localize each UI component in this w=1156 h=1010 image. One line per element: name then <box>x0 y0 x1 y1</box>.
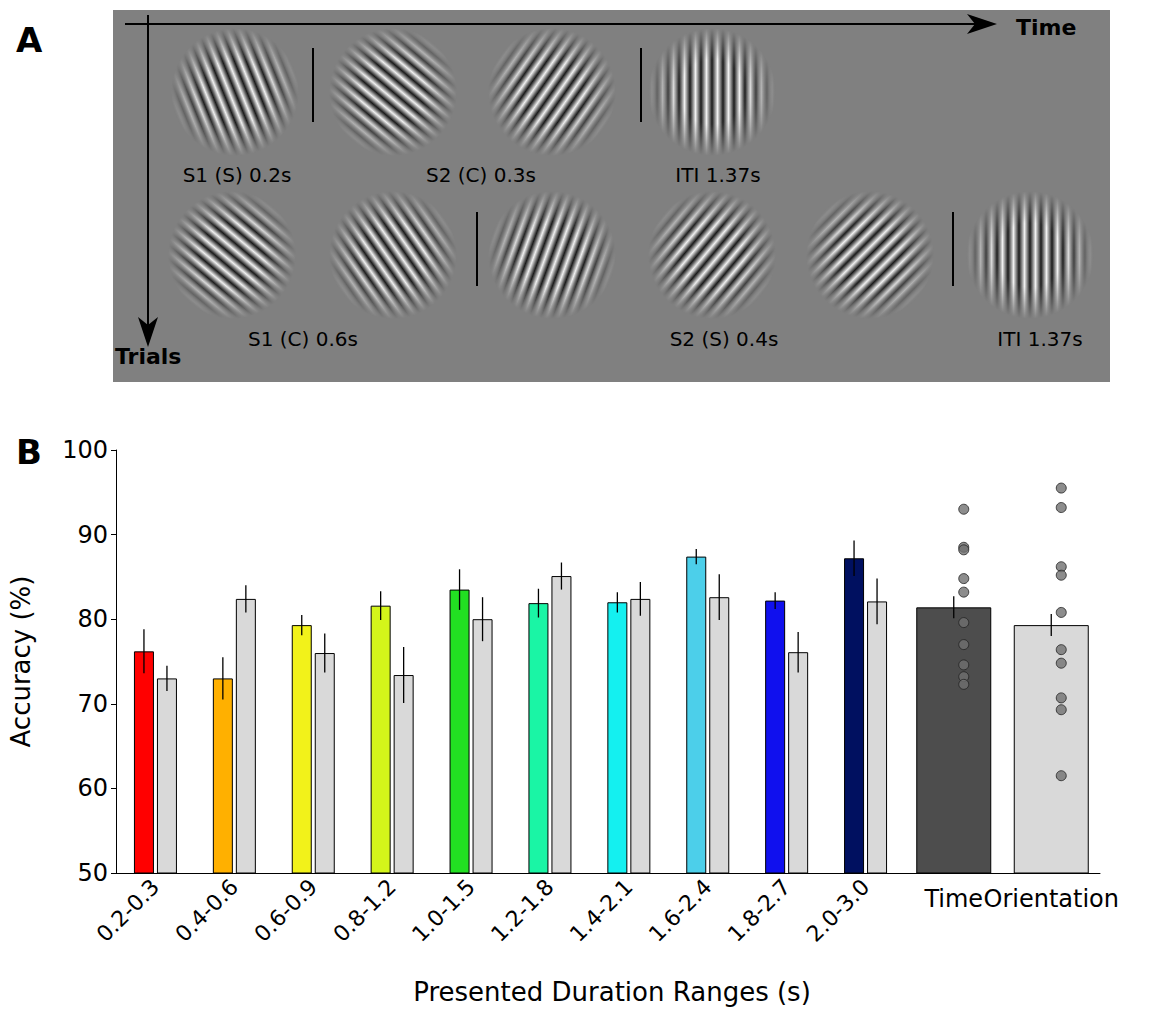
svg-text:1.6-2.4: 1.6-2.4 <box>644 874 717 947</box>
svg-text:0.6-0.9: 0.6-0.9 <box>249 874 322 947</box>
svg-text:ITI 1.37s: ITI 1.37s <box>997 327 1082 351</box>
svg-text:S2 (C) 0.3s: S2 (C) 0.3s <box>426 163 536 187</box>
svg-text:1.8-2.7: 1.8-2.7 <box>723 874 796 947</box>
svg-text:60: 60 <box>77 774 108 802</box>
svg-text:50: 50 <box>77 859 108 887</box>
svg-text:S1 (S) 0.2s: S1 (S) 0.2s <box>183 163 292 187</box>
svg-text:Time: Time <box>1016 15 1076 40</box>
svg-text:S2 (S) 0.4s: S2 (S) 0.4s <box>670 327 779 351</box>
svg-text:Presented Duration Ranges (s): Presented Duration Ranges (s) <box>413 977 811 1007</box>
svg-text:80: 80 <box>77 605 108 633</box>
svg-text:ITI 1.37s: ITI 1.37s <box>675 163 760 187</box>
svg-text:0.8-1.2: 0.8-1.2 <box>328 874 401 947</box>
svg-text:100: 100 <box>62 436 108 464</box>
svg-text:Trials: Trials <box>115 344 181 369</box>
svg-text:70: 70 <box>77 690 108 718</box>
svg-text:0.2-0.3: 0.2-0.3 <box>92 874 165 947</box>
svg-text:S1 (C) 0.6s: S1 (C) 0.6s <box>248 327 358 351</box>
svg-text:Orientation: Orientation <box>984 885 1120 913</box>
svg-text:0.4-0.6: 0.4-0.6 <box>170 874 243 947</box>
svg-text:2.0-3.0: 2.0-3.0 <box>802 874 875 947</box>
html-text:B: B <box>16 432 42 472</box>
html-text:A: A <box>16 20 43 60</box>
svg-text:Accuracy (%): Accuracy (%) <box>6 576 36 748</box>
svg-text:90: 90 <box>77 521 108 549</box>
svg-text:1.2-1.8: 1.2-1.8 <box>486 874 559 947</box>
svg-text:1.0-1.5: 1.0-1.5 <box>407 874 480 947</box>
svg-text:1.4-2.1: 1.4-2.1 <box>565 874 638 947</box>
svg-text:Time: Time <box>923 885 983 913</box>
